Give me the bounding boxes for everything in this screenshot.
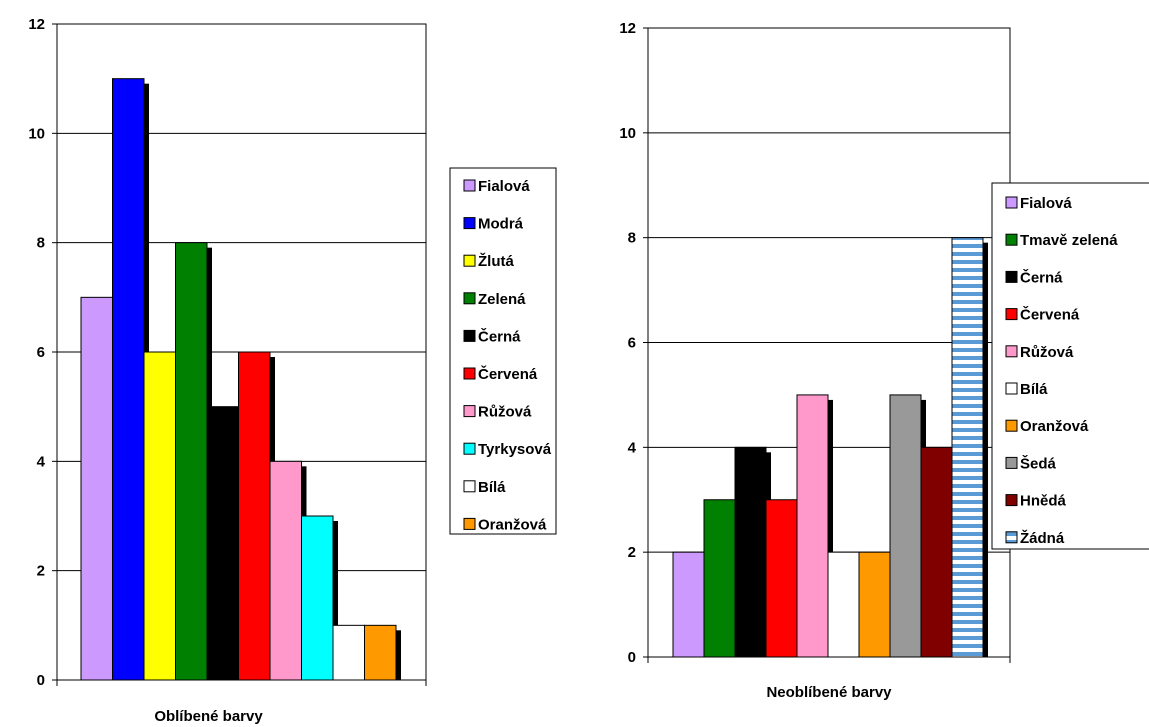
bar-tyrkysová bbox=[301, 515, 334, 681]
chart-title: Oblíbené barvy bbox=[154, 708, 263, 725]
legend-swatch bbox=[463, 480, 476, 493]
bar-černá bbox=[206, 406, 239, 681]
legend-item-label: Tyrkysová bbox=[478, 441, 552, 458]
legend-box bbox=[992, 183, 1149, 549]
legend-swatch bbox=[463, 292, 476, 305]
legend-item-label: Černá bbox=[1020, 268, 1063, 286]
legend-item-label: Černá bbox=[478, 327, 521, 345]
y-tick-label: 8 bbox=[628, 230, 636, 247]
legend-item-label: Bílá bbox=[1020, 381, 1048, 398]
legend-item-label: Šedá bbox=[1020, 454, 1057, 472]
legend-swatch bbox=[463, 367, 476, 380]
legend-swatch bbox=[463, 405, 476, 418]
bar-oranžová bbox=[364, 624, 397, 681]
bar-bílá bbox=[332, 624, 365, 681]
legend-swatch bbox=[463, 329, 476, 342]
y-tick-label: 0 bbox=[628, 649, 636, 666]
bar-šedá bbox=[889, 394, 922, 658]
bar-růžová bbox=[269, 460, 302, 681]
legend-item-label: Zelená bbox=[478, 291, 526, 308]
y-tick-label: 2 bbox=[628, 544, 636, 561]
legend-item-label: Tmavě zelená bbox=[1020, 232, 1118, 249]
bar-červená bbox=[765, 499, 798, 658]
legend-item-label: Fialová bbox=[478, 178, 530, 195]
legend-swatch bbox=[1005, 382, 1018, 395]
legend-swatch bbox=[463, 517, 476, 530]
legend-item-label: Žádná bbox=[1020, 529, 1065, 547]
y-tick-label: 4 bbox=[628, 439, 637, 456]
bar-hnědá bbox=[920, 446, 953, 658]
legend-swatch bbox=[1005, 345, 1018, 358]
legend-item-label: Hnědá bbox=[1020, 493, 1067, 510]
legend-swatch bbox=[1005, 419, 1018, 432]
bar-modrá bbox=[112, 78, 145, 681]
legend-item-label: Modrá bbox=[478, 216, 524, 233]
legend-item-label: Růžová bbox=[478, 404, 532, 421]
legend-swatch bbox=[463, 217, 476, 230]
y-tick-label: 12 bbox=[28, 16, 45, 33]
bar-oranžová bbox=[858, 551, 891, 658]
bar-bílá bbox=[827, 551, 860, 658]
y-tick-label: 10 bbox=[619, 125, 636, 142]
chart-favorite-colors: 0 2 4 6 8 10 12 Fialová Modrá Žlutá Zelená Černá Čer… bbox=[28, 16, 557, 725]
legend-swatch bbox=[1005, 494, 1018, 507]
legend-item-label: Červená bbox=[478, 365, 538, 383]
legend-swatch bbox=[463, 179, 476, 192]
chart-title: Neoblíbené barvy bbox=[766, 684, 892, 701]
legend-swatch bbox=[1005, 531, 1018, 544]
legend-item-label: Fialová bbox=[1020, 195, 1072, 212]
legend-swatch bbox=[463, 254, 476, 267]
legend-item-label: Žlutá bbox=[478, 252, 514, 270]
bar-červená bbox=[238, 351, 271, 681]
legend-border bbox=[991, 182, 1149, 550]
bar-žlutá bbox=[143, 351, 176, 681]
y-tick-label: 6 bbox=[37, 344, 45, 361]
legend-swatch bbox=[1005, 308, 1018, 321]
y-tick-label: 4 bbox=[37, 453, 46, 470]
bar-černá bbox=[734, 446, 767, 658]
bar-žádná bbox=[951, 237, 984, 658]
legend-item-label: Červená bbox=[1020, 306, 1080, 324]
legend-item-label: Oranžová bbox=[478, 516, 547, 533]
bar-tmavě-zelená bbox=[703, 499, 736, 658]
y-tick-label: 12 bbox=[619, 20, 636, 37]
legend-swatch bbox=[463, 442, 476, 455]
y-tick-label: 2 bbox=[37, 563, 45, 580]
y-tick-label: 0 bbox=[37, 672, 45, 689]
legend-item-label: Růžová bbox=[1020, 344, 1074, 361]
legend-swatch bbox=[1005, 270, 1018, 283]
legend-swatch bbox=[1005, 233, 1018, 246]
y-tick-label: 10 bbox=[28, 125, 45, 142]
legend-swatch bbox=[1005, 456, 1018, 469]
legend-swatch bbox=[1005, 196, 1018, 209]
bar-fialová bbox=[80, 296, 113, 681]
y-tick-label: 6 bbox=[628, 335, 636, 352]
bar-fialová bbox=[672, 551, 705, 658]
chart-disliked-colors: 0 2 4 6 8 10 12 Fialová Tmavě zelená Černá Červená… bbox=[619, 20, 1149, 701]
legend-item-label: Bílá bbox=[478, 479, 506, 496]
y-tick-label: 8 bbox=[37, 235, 45, 252]
legend-item-label: Oranžová bbox=[1020, 418, 1089, 435]
bar-růžová bbox=[796, 394, 829, 658]
bar-zelená bbox=[175, 242, 208, 681]
